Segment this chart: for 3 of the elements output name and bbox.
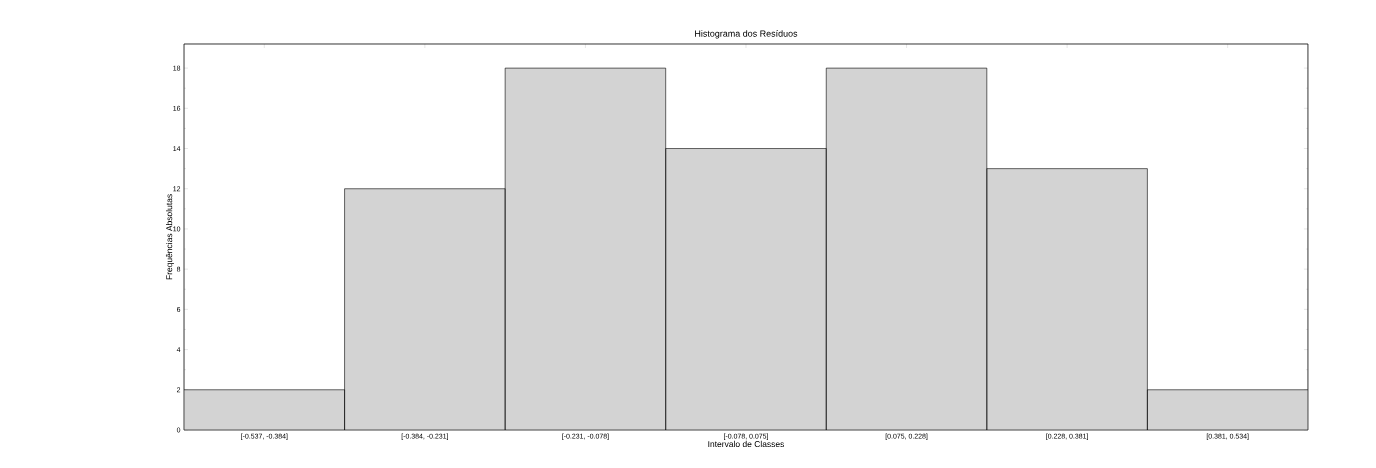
chart-title: Histograma dos Resíduos: [695, 30, 798, 39]
y-axis-title: Frequências Absolutas: [165, 194, 174, 280]
x-axis-title: Intervalo de Classes: [708, 440, 785, 448]
